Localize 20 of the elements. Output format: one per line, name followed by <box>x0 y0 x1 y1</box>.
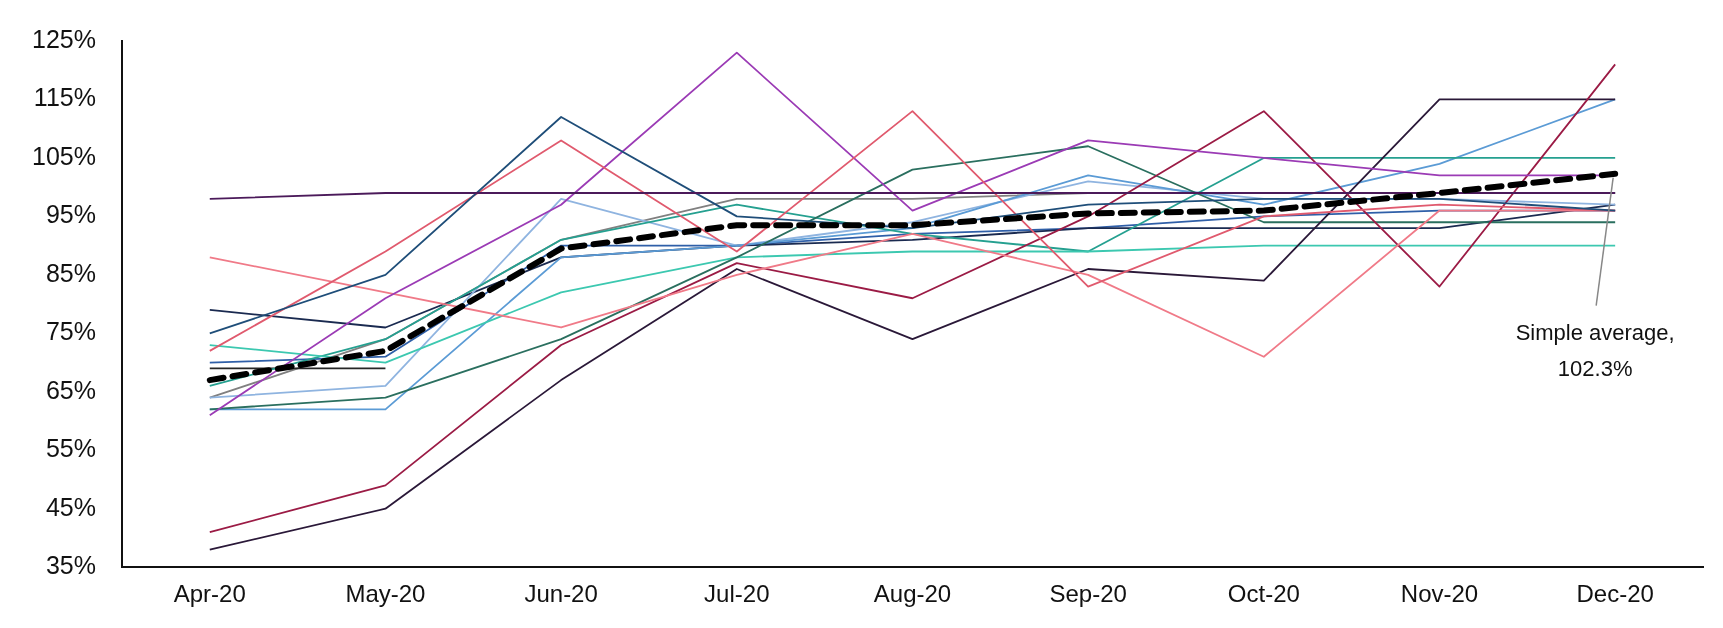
x-tick-label: Nov-20 <box>1400 580 1479 608</box>
x-tick-label: Apr-20 <box>173 580 246 608</box>
x-tick-label: Jun-20 <box>524 580 598 608</box>
y-tick-label: 95% <box>45 200 96 229</box>
x-tick-label: Dec-20 <box>1576 580 1654 608</box>
y-tick-label: 45% <box>45 492 96 521</box>
y-tick-label: 65% <box>45 375 96 404</box>
x-tick-label: May-20 <box>345 580 426 608</box>
x-tick-label: Aug-20 <box>873 580 952 608</box>
y-tick-label: 85% <box>45 258 96 287</box>
y-tick-label: 125% <box>31 24 96 53</box>
annotation: Simple average, 102.3% <box>1515 319 1675 381</box>
y-tick-label: 105% <box>31 141 96 170</box>
x-tick-label: Sep-20 <box>1049 580 1127 608</box>
x-tick-label: Jul-20 <box>704 580 770 608</box>
y-tick-label: 35% <box>45 551 96 580</box>
x-tick-label: Oct-20 <box>1227 580 1300 608</box>
y-tick-label: 55% <box>45 434 96 463</box>
y-tick-label: 75% <box>45 317 96 346</box>
y-tick-label: 115% <box>33 83 96 112</box>
